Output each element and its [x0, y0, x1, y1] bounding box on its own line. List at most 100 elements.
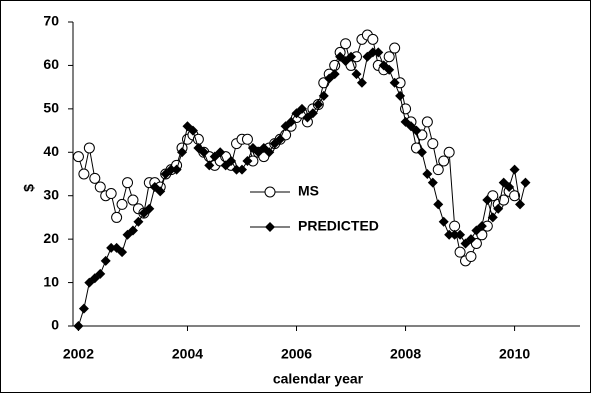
- diamond-marker: [329, 69, 340, 80]
- diamond-marker: [275, 134, 286, 145]
- circle-marker: [94, 181, 106, 193]
- diamond-marker: [487, 212, 498, 223]
- circle-marker: [264, 186, 276, 198]
- diamond-marker: [373, 47, 384, 58]
- circle-marker: [340, 38, 352, 50]
- diamond-marker: [264, 147, 275, 158]
- circle-marker: [72, 151, 84, 163]
- circle-marker: [383, 51, 395, 63]
- diamond-marker: [296, 103, 307, 114]
- diamond-marker: [520, 177, 531, 188]
- diamond-marker: [127, 225, 138, 236]
- diamond-marker: [318, 90, 329, 101]
- diamond-marker: [351, 69, 362, 80]
- diamond-marker: [95, 268, 106, 279]
- x-tick-label: 2008: [390, 346, 421, 362]
- y-tick-label: 70: [43, 13, 59, 29]
- circle-marker: [241, 133, 253, 145]
- diamond-marker: [427, 177, 438, 188]
- diamond-marker: [100, 255, 111, 266]
- diamond-marker: [356, 77, 367, 88]
- circle-marker: [498, 194, 510, 206]
- y-tick-label: 0: [51, 317, 59, 333]
- diamond-marker: [389, 77, 400, 88]
- circle-marker: [367, 33, 379, 45]
- y-tick-label: 60: [43, 56, 59, 72]
- diamond-marker: [515, 199, 526, 210]
- diamond-marker: [171, 164, 182, 175]
- circle-marker: [449, 220, 461, 232]
- diamond-marker: [367, 47, 378, 58]
- diamond-marker: [444, 229, 455, 240]
- circle-marker: [432, 164, 444, 176]
- diamond-marker: [509, 164, 520, 175]
- diamond-marker: [231, 164, 242, 175]
- x-tick-label: 2002: [63, 346, 94, 362]
- diamond-marker: [166, 164, 177, 175]
- diamond-marker: [198, 147, 209, 158]
- y-axis-label: $: [21, 184, 37, 192]
- diamond-marker: [237, 164, 247, 175]
- diamond-marker: [438, 216, 449, 227]
- diamond-marker: [242, 155, 253, 166]
- diamond-marker: [406, 121, 416, 132]
- diamond-marker: [395, 90, 406, 101]
- y-tick-label: 20: [43, 230, 59, 246]
- circle-marker: [127, 194, 139, 206]
- circle-marker: [89, 172, 101, 184]
- circle-marker: [427, 138, 439, 150]
- diamond-marker: [144, 203, 155, 214]
- y-tick-label: 10: [43, 273, 59, 289]
- y-tick-label: 40: [43, 143, 59, 159]
- legend-label: MS: [298, 183, 319, 199]
- diamond-marker: [455, 229, 466, 240]
- diamond-marker: [73, 321, 84, 331]
- circle-marker: [421, 116, 433, 128]
- diamond-marker: [106, 242, 117, 253]
- circle-marker: [509, 190, 521, 202]
- diamond-marker: [265, 222, 275, 232]
- diamond-marker: [78, 303, 89, 314]
- diamond-marker: [416, 147, 427, 158]
- diamond-marker: [133, 216, 144, 227]
- circle-marker: [78, 168, 90, 180]
- diamond-marker: [117, 247, 128, 258]
- diamond-marker: [182, 121, 193, 132]
- diamond-marker: [286, 116, 297, 127]
- circle-marker: [105, 188, 117, 200]
- x-tick-label: 2004: [172, 346, 203, 362]
- circle-marker: [83, 142, 95, 154]
- circle-marker: [454, 246, 466, 258]
- circle-marker: [443, 146, 455, 158]
- diamond-marker: [177, 147, 188, 158]
- x-axis-label: calendar year: [273, 371, 364, 387]
- diamond-marker: [215, 147, 226, 158]
- diamond-marker: [307, 108, 318, 119]
- diamond-marker: [187, 125, 198, 136]
- circle-marker: [438, 155, 450, 167]
- diamond-marker: [449, 229, 460, 240]
- diamond-marker: [313, 99, 324, 110]
- diamond-marker: [411, 125, 422, 136]
- diamond-marker: [476, 221, 487, 232]
- legend-label: PREDICTED: [298, 218, 379, 234]
- diamond-marker: [384, 64, 395, 75]
- x-tick-label: 2006: [281, 346, 312, 362]
- diamond-marker: [504, 182, 515, 193]
- diamond-marker: [465, 234, 476, 245]
- circle-marker: [111, 211, 123, 223]
- diamond-marker: [482, 195, 493, 206]
- circle-marker: [389, 42, 401, 54]
- diamond-marker: [433, 199, 444, 210]
- diamond-marker: [493, 203, 504, 214]
- y-tick-label: 30: [43, 186, 59, 202]
- x-tick-label: 2010: [499, 346, 530, 362]
- diamond-marker: [226, 155, 237, 166]
- circle-marker: [465, 251, 477, 263]
- diamond-marker: [422, 169, 433, 179]
- diamond-marker: [155, 186, 166, 197]
- circle-marker: [122, 177, 134, 189]
- diamond-marker: [204, 160, 215, 171]
- y-tick-label: 50: [43, 100, 59, 116]
